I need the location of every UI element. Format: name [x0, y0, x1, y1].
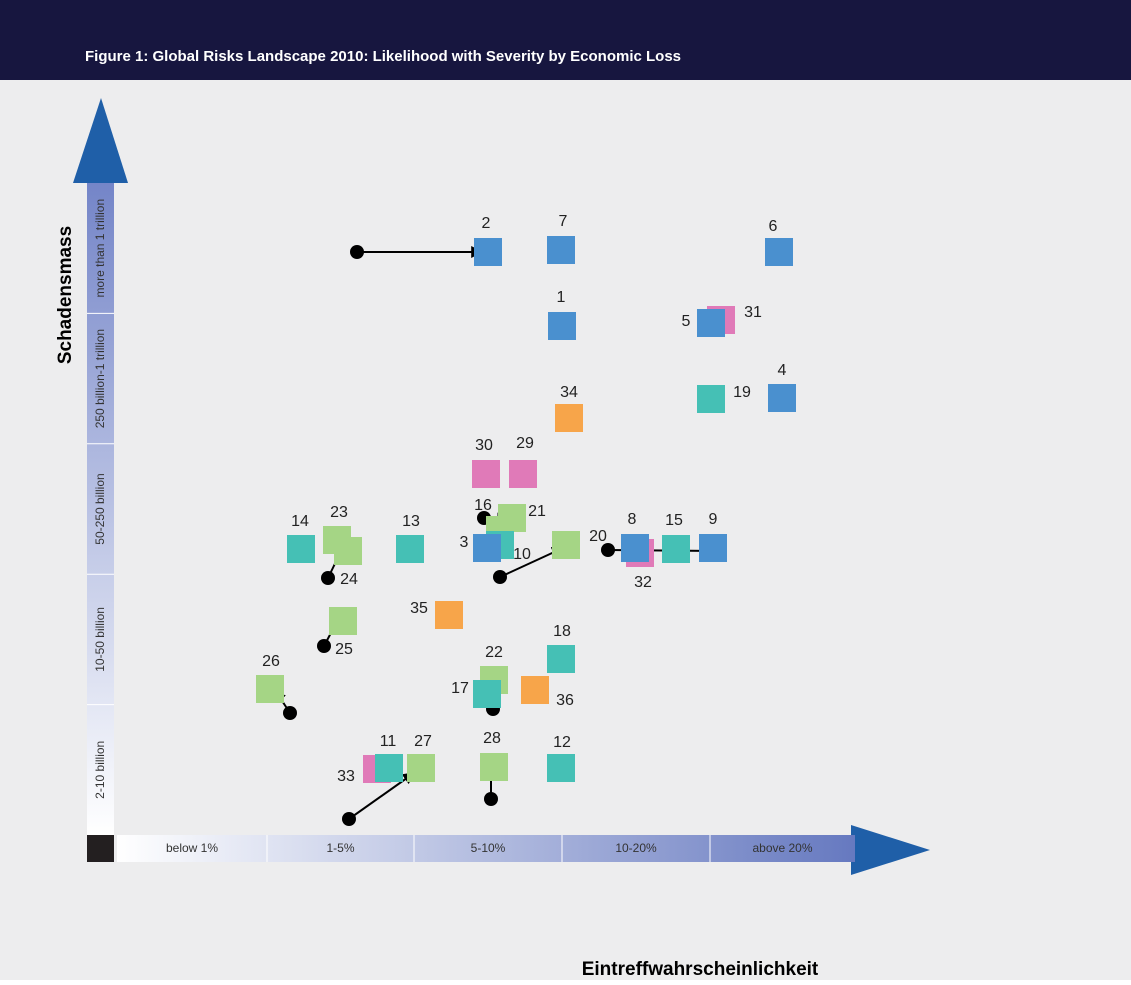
- risk-square: [435, 601, 463, 629]
- risk-label: 7: [559, 213, 568, 230]
- risk-label: 34: [560, 384, 578, 401]
- header-bar: [0, 0, 1131, 80]
- risk-label: 15: [665, 512, 683, 529]
- risk-label: 17: [451, 680, 469, 697]
- risk-square: [699, 534, 727, 562]
- risk-square: [509, 460, 537, 488]
- y-band-label: 250 billion-1 trillion: [93, 329, 107, 428]
- risk-label: 10: [513, 546, 531, 563]
- x-bar: [117, 835, 855, 862]
- y-axis-label: Schadensmass: [55, 226, 76, 364]
- risk-label: 19: [733, 384, 751, 401]
- risk-label: 21: [528, 503, 546, 520]
- risk-square: [375, 754, 403, 782]
- risk-label: 31: [744, 304, 762, 321]
- risk-square: [287, 535, 315, 563]
- risk-label: 28: [483, 730, 501, 747]
- risk-label: 4: [778, 362, 787, 379]
- arrow-dot: [283, 706, 297, 720]
- risk-label: 8: [628, 511, 637, 528]
- y-band-label: 2-10 billion: [93, 741, 107, 799]
- risk-label: 30: [475, 437, 493, 454]
- risk-label: 6: [769, 218, 778, 235]
- risk-label: 2: [482, 215, 491, 232]
- risk-label: 20: [589, 528, 607, 545]
- risk-square: [334, 537, 362, 565]
- risk-square: [697, 309, 725, 337]
- risk-label: 35: [410, 600, 428, 617]
- origin-box: [87, 835, 114, 862]
- arrow-dot: [493, 570, 507, 584]
- risk-square: [396, 535, 424, 563]
- arrow-dot: [484, 792, 498, 806]
- risk-square: [474, 238, 502, 266]
- risk-label: 33: [337, 768, 355, 785]
- risk-square: [473, 534, 501, 562]
- risk-label: 32: [634, 574, 652, 591]
- arrow: [348, 772, 415, 820]
- y-band-label: more than 1 trillion: [93, 199, 107, 298]
- risk-label: 3: [460, 534, 469, 551]
- x-band-label: 1-5%: [326, 841, 354, 855]
- x-band-label: 10-20%: [615, 841, 657, 855]
- risk-square: [473, 680, 501, 708]
- risk-label: 25: [335, 641, 353, 658]
- risk-square: [472, 460, 500, 488]
- y-arrow: [73, 98, 128, 183]
- risk-label: 16: [474, 497, 492, 514]
- risk-square: [552, 531, 580, 559]
- risk-label: 1: [557, 289, 566, 306]
- risk-square: [329, 607, 357, 635]
- risk-square: [621, 534, 649, 562]
- risk-label: 23: [330, 504, 348, 521]
- risk-square: [768, 384, 796, 412]
- risk-square: [765, 238, 793, 266]
- risk-label: 9: [709, 511, 718, 528]
- x-axis-label: Eintreffwahrscheinlichkeit: [582, 959, 819, 980]
- risk-square: [547, 754, 575, 782]
- title: Figure 1: Global Risks Landscape 2010: L…: [85, 48, 681, 65]
- risk-square: [662, 535, 690, 563]
- risk-square: [547, 236, 575, 264]
- risk-label: 14: [291, 513, 309, 530]
- risk-label: 22: [485, 644, 503, 661]
- arrow-dot: [342, 812, 356, 826]
- risk-label: 24: [340, 571, 358, 588]
- risk-label: 36: [556, 692, 574, 709]
- x-band-label: below 1%: [166, 841, 218, 855]
- y-band-label: 50-250 billion: [93, 473, 107, 544]
- risk-label: 26: [262, 653, 280, 670]
- risk-square: [521, 676, 549, 704]
- risk-label: 27: [414, 733, 432, 750]
- arrow-dot: [350, 245, 364, 259]
- risk-square: [256, 675, 284, 703]
- risk-label: 11: [380, 733, 397, 750]
- y-band-label: 10-50 billion: [93, 607, 107, 672]
- x-band-label: above 20%: [752, 841, 812, 855]
- risk-label: 13: [402, 513, 420, 530]
- risk-square: [480, 753, 508, 781]
- arrow-dot: [601, 543, 615, 557]
- arrow-dot: [321, 571, 335, 585]
- y-bar: [87, 183, 114, 835]
- risk-label: 5: [682, 313, 691, 330]
- risk-square: [407, 754, 435, 782]
- risk-square: [697, 385, 725, 413]
- risk-square: [555, 404, 583, 432]
- risk-square: [498, 504, 526, 532]
- risk-label: 18: [553, 623, 571, 640]
- arrow-dot: [317, 639, 331, 653]
- risk-label: 12: [553, 734, 571, 751]
- risk-square: [548, 312, 576, 340]
- x-band-label: 5-10%: [471, 841, 506, 855]
- risk-square: [547, 645, 575, 673]
- x-arrow: [851, 825, 930, 875]
- risk-label: 29: [516, 435, 534, 452]
